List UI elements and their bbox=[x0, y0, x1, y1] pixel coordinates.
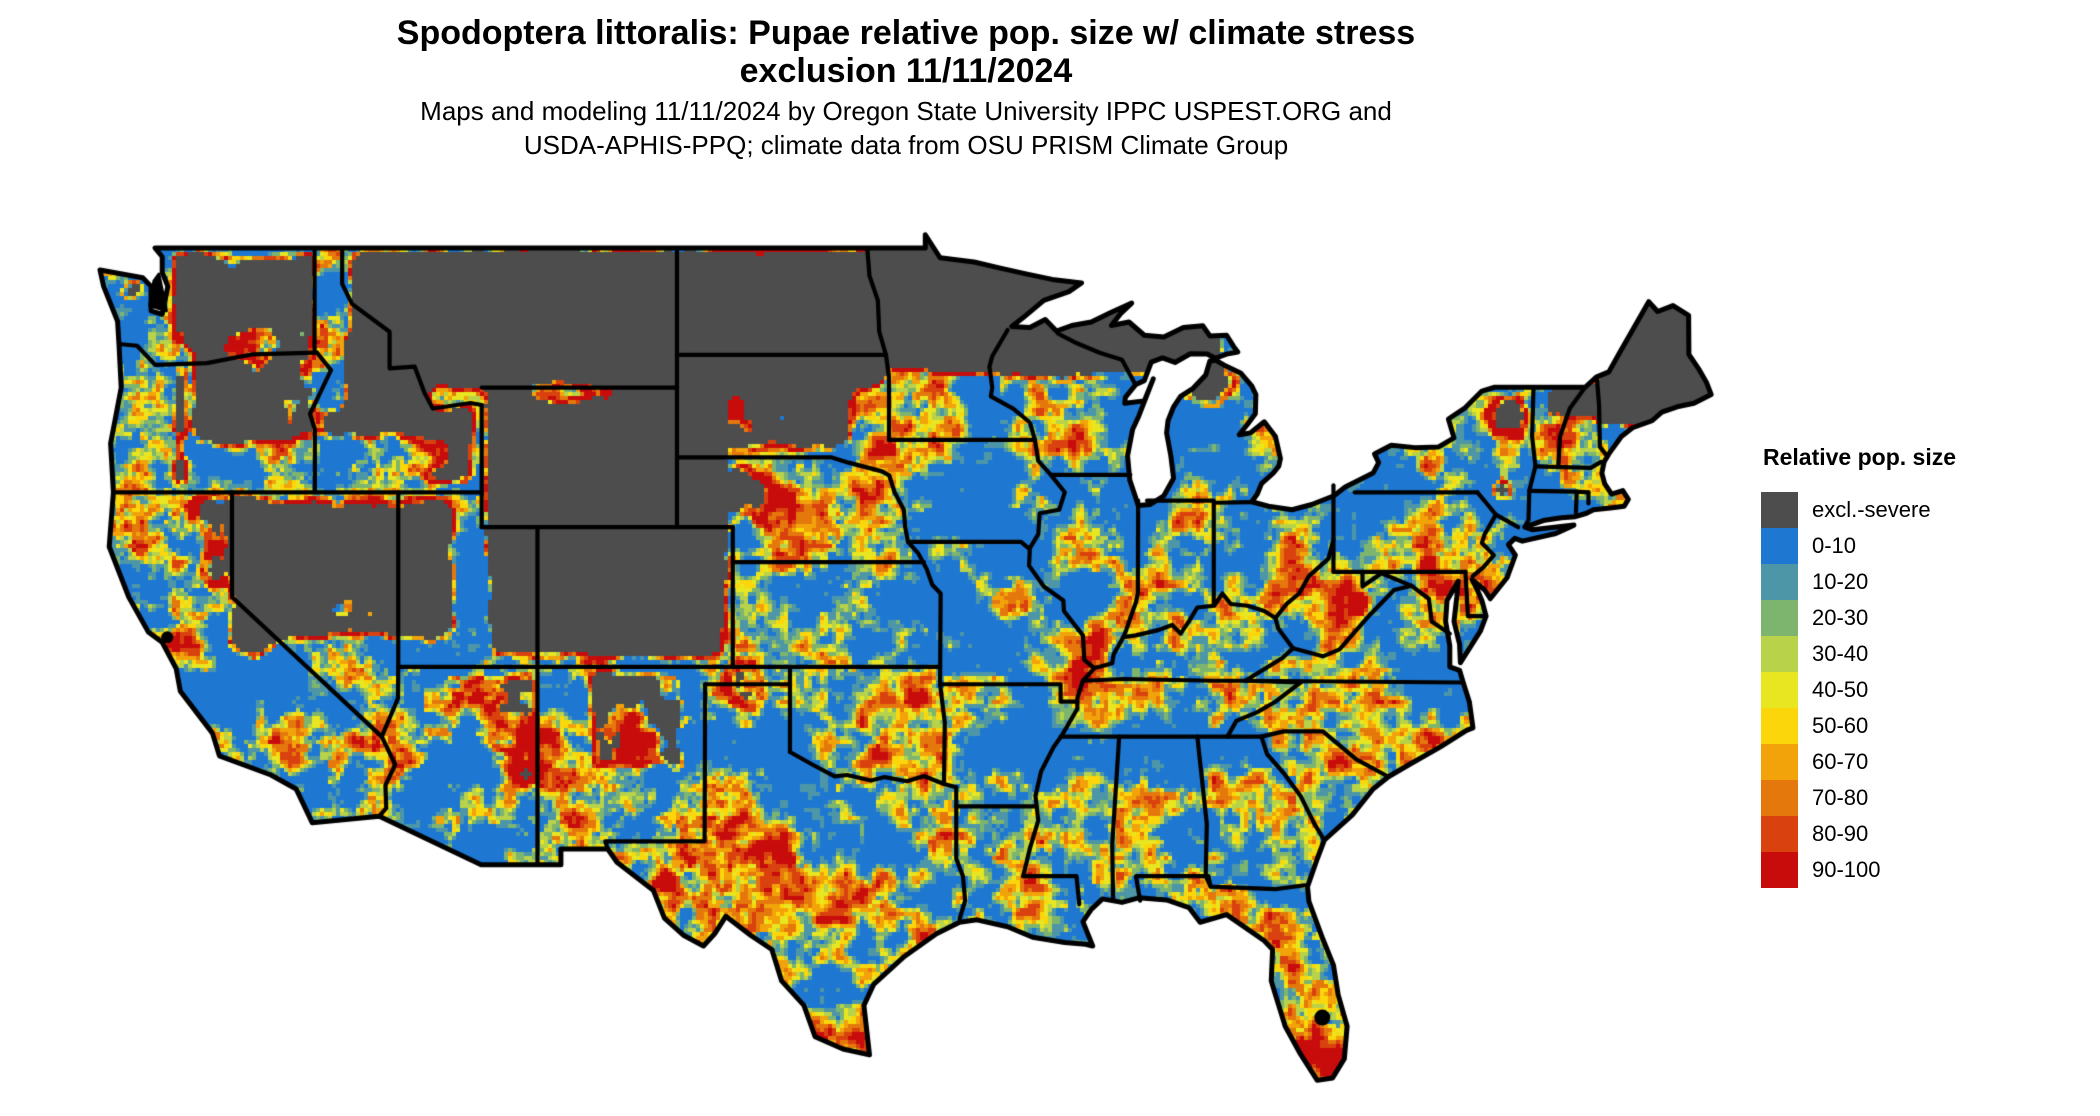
legend-color-swatch bbox=[1761, 852, 1798, 888]
legend: Relative pop. size excl.-severe 0-10 10-… bbox=[1761, 444, 1956, 888]
legend-label: 0-10 bbox=[1812, 533, 1857, 558]
legend-label: 50-60 bbox=[1812, 713, 1869, 738]
legend-row: 0-10 bbox=[1761, 528, 1956, 564]
legend-color-swatch bbox=[1761, 672, 1798, 708]
legend-color-swatch bbox=[1761, 780, 1798, 816]
legend-row: 60-70 bbox=[1761, 744, 1956, 780]
legend-row: 70-80 bbox=[1761, 780, 1956, 816]
legend-row: 30-40 bbox=[1761, 636, 1956, 672]
legend-title: Relative pop. size bbox=[1763, 444, 1957, 470]
legend-color-swatch bbox=[1761, 564, 1798, 600]
legend-row: excl.-severe bbox=[1761, 492, 1956, 528]
legend-color-swatch bbox=[1761, 744, 1798, 780]
title-block: Spodoptera littoralis: Pupae relative po… bbox=[0, 14, 1812, 90]
legend-color-swatch bbox=[1761, 816, 1798, 852]
legend-color-swatch bbox=[1761, 492, 1798, 528]
legend-row: 10-20 bbox=[1761, 564, 1956, 600]
legend-color-swatch bbox=[1761, 636, 1798, 672]
legend-label: 30-40 bbox=[1812, 641, 1869, 666]
legend-label: 10-20 bbox=[1812, 569, 1869, 594]
subtitle-block: Maps and modeling 11/11/2024 by Oregon S… bbox=[0, 94, 1812, 162]
legend-label: 70-80 bbox=[1812, 785, 1869, 810]
legend-color-swatch bbox=[1761, 708, 1798, 744]
figure-title-line2: exclusion 11/11/2024 bbox=[739, 52, 1073, 90]
legend-row: 40-50 bbox=[1761, 672, 1956, 708]
legend-label: 40-50 bbox=[1812, 677, 1869, 702]
legend-label: 90-100 bbox=[1812, 857, 1881, 882]
figure-subtitle-line1: Maps and modeling 11/11/2024 by Oregon S… bbox=[420, 96, 1392, 126]
figure-title-line1: Spodoptera littoralis: Pupae relative po… bbox=[396, 14, 1416, 52]
legend-row: 50-60 bbox=[1761, 708, 1956, 744]
legend-color-swatch bbox=[1761, 600, 1798, 636]
legend-label: 20-30 bbox=[1812, 605, 1869, 630]
legend-label: 80-90 bbox=[1812, 821, 1869, 846]
legend-label: 60-70 bbox=[1812, 749, 1869, 774]
legend-row: 90-100 bbox=[1761, 852, 1956, 888]
legend-color-swatch bbox=[1761, 528, 1798, 564]
legend-row: 80-90 bbox=[1761, 816, 1956, 852]
legend-label: excl.-severe bbox=[1812, 497, 1931, 522]
legend-row: 20-30 bbox=[1761, 600, 1956, 636]
figure-subtitle-line2: USDA-APHIS-PPQ; climate data from OSU PR… bbox=[523, 130, 1289, 160]
legend-items: excl.-severe 0-10 10-20 20-30 30-40 40-5… bbox=[1761, 492, 1956, 888]
